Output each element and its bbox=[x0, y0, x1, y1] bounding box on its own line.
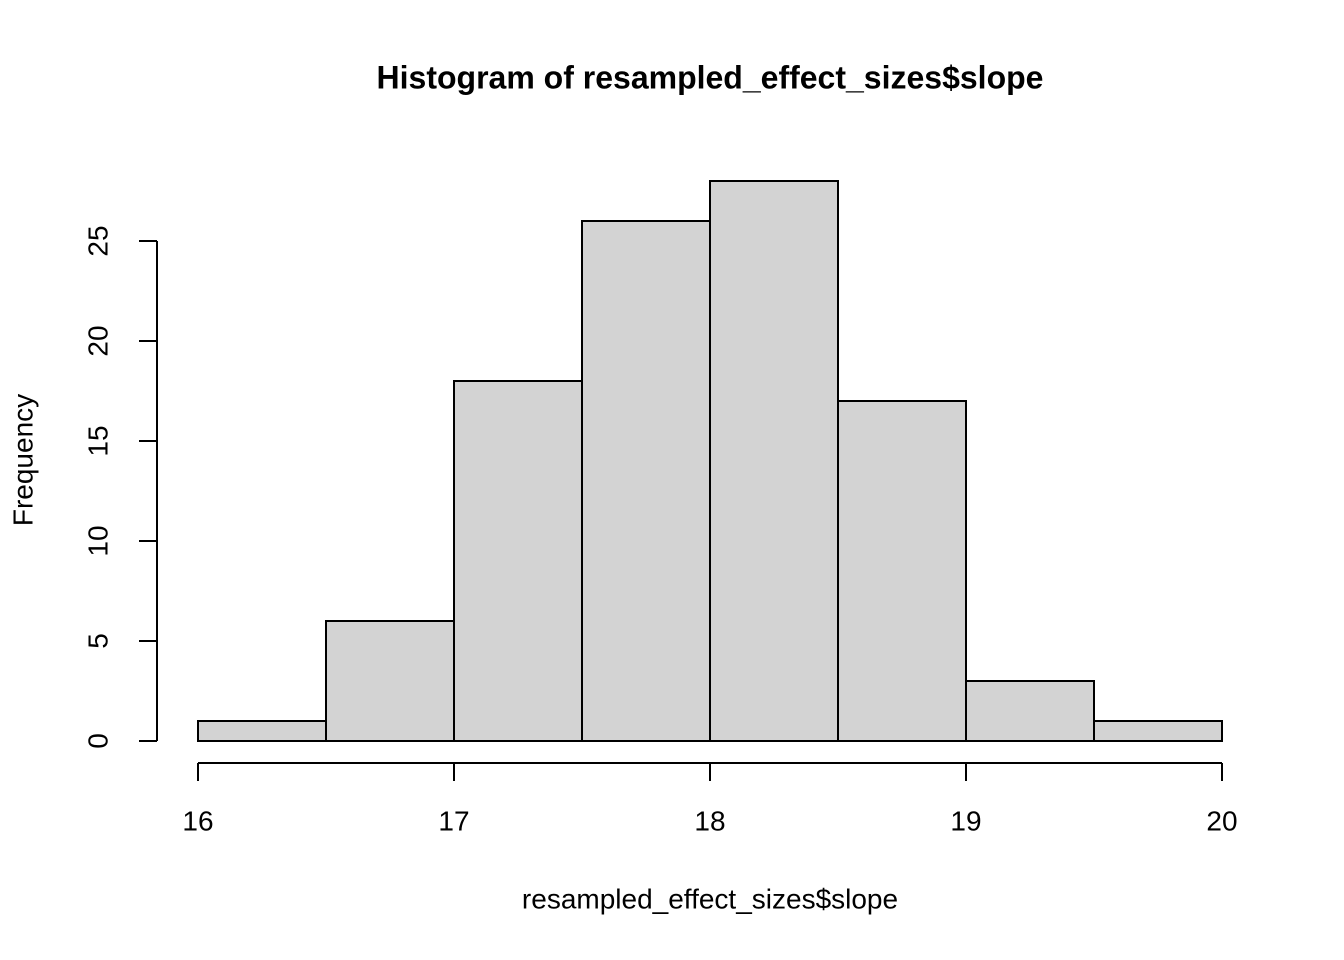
x-tick-label: 20 bbox=[1206, 805, 1237, 836]
y-tick-label: 25 bbox=[82, 225, 113, 256]
x-tick-label: 19 bbox=[950, 805, 981, 836]
y-tick-label: 15 bbox=[82, 425, 113, 456]
x-tick-label: 17 bbox=[438, 805, 469, 836]
bar bbox=[197, 720, 327, 742]
x-axis-title: resampled_effect_sizes$slope bbox=[522, 883, 898, 914]
y-tick-label: 5 bbox=[82, 633, 113, 649]
bar bbox=[325, 620, 455, 742]
bar bbox=[453, 380, 583, 742]
y-tick-label: 20 bbox=[82, 325, 113, 356]
chart-title: Histogram of resampled_effect_sizes$slop… bbox=[377, 59, 1044, 95]
bar bbox=[965, 680, 1095, 742]
bar bbox=[581, 220, 711, 742]
bar bbox=[709, 180, 839, 742]
bar bbox=[1093, 720, 1223, 742]
x-tick-label: 16 bbox=[182, 805, 213, 836]
y-tick-label: 10 bbox=[82, 525, 113, 556]
y-axis-title: Frequency bbox=[7, 394, 38, 526]
y-tick-label: 0 bbox=[82, 733, 113, 749]
x-tick-label: 18 bbox=[694, 805, 725, 836]
bar bbox=[837, 400, 967, 742]
